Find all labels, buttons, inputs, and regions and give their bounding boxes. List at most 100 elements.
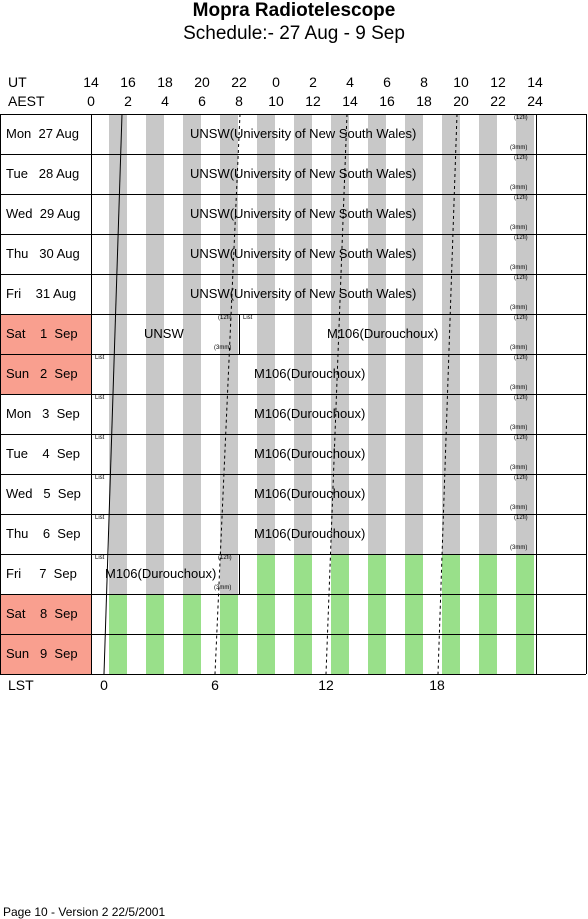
empty-cell: [92, 354, 102, 394]
project-m106: M106(Durouchoux): [254, 406, 366, 421]
empty-cell: [92, 594, 95, 634]
row-divider: [0, 194, 586, 195]
grey-band: [405, 194, 423, 234]
empty-cell: [92, 554, 96, 594]
grey-band: [368, 194, 386, 234]
grey-band: [516, 434, 534, 474]
grey-band: [516, 114, 534, 154]
list-tag: List: [95, 515, 105, 521]
grey-band: [257, 354, 275, 394]
aest-hour-label: 0: [87, 93, 95, 109]
green-band: [294, 554, 312, 594]
grey-band: [405, 114, 423, 154]
green-band: [220, 594, 238, 634]
grey-band: [257, 434, 275, 474]
aest-hour-label: 24: [527, 93, 543, 109]
ut-hour-label: 14: [83, 74, 99, 90]
grey-band: [109, 114, 127, 154]
green-band: [405, 554, 423, 594]
grey-band: [257, 474, 275, 514]
receiver-marker-bottom: (3mm): [510, 465, 528, 471]
empty-cell: [92, 474, 99, 514]
grey-band: [368, 234, 386, 274]
green-band: [479, 594, 497, 634]
project-unsw-full: UNSW(University of New South Wales): [190, 126, 417, 141]
grey-band: [368, 154, 386, 194]
ut-hour-label: 20: [194, 74, 210, 90]
day-label: Thu 30 Aug: [6, 246, 80, 261]
receiver-marker-bottom: (3mm): [214, 345, 232, 351]
project-m106: M106(Durouchoux): [254, 486, 366, 501]
ut-hour-label: 10: [453, 74, 469, 90]
grey-band: [109, 154, 127, 194]
project-m106: M106(Durouchoux): [327, 326, 439, 341]
ut-hour-label: 8: [420, 74, 428, 90]
receiver-marker-top: (12fi): [514, 235, 528, 241]
receiver-marker-top: (12fi): [514, 515, 528, 521]
lst-tick-label: 6: [211, 677, 219, 693]
grey-band: [479, 354, 497, 394]
receiver-marker-bottom: (3mm): [510, 545, 528, 551]
grey-band: [146, 514, 164, 554]
grey-band: [516, 474, 534, 514]
grey-band: [479, 394, 497, 434]
day-label: Sat 8 Sep: [0, 594, 91, 634]
ut-hour-label: 16: [120, 74, 136, 90]
grey-band: [183, 234, 201, 274]
grey-band: [405, 314, 423, 354]
time-end-line: [536, 114, 537, 674]
grey-band: [294, 154, 312, 194]
grey-band: [183, 354, 201, 394]
grey-band: [405, 354, 423, 394]
receiver-marker-top: (12fi): [218, 555, 232, 561]
lst-label: LST: [8, 677, 34, 693]
receiver-marker-bottom: (3mm): [510, 265, 528, 271]
green-band: [294, 634, 312, 674]
grey-band: [109, 354, 127, 394]
day-label: Fri 31 Aug: [6, 286, 77, 301]
list-tag: List: [95, 355, 105, 361]
grey-band: [257, 114, 275, 154]
aest-hour-label: 14: [342, 93, 358, 109]
grey-band: [183, 114, 201, 154]
page-subtitle: Schedule:- 27 Aug - 9 Sep: [183, 23, 405, 44]
receiver-marker-top: (12fi): [514, 355, 528, 361]
grey-band: [257, 154, 275, 194]
green-band: [257, 594, 275, 634]
green-band: [331, 634, 349, 674]
ut-hour-label: 0: [272, 74, 280, 90]
receiver-marker-bottom: (3mm): [510, 225, 528, 231]
ut-hour-label: 2: [309, 74, 317, 90]
grey-band: [368, 274, 386, 314]
aest-hour-label: 2: [124, 93, 132, 109]
green-band: [405, 594, 423, 634]
green-band: [368, 554, 386, 594]
cell-divider: [239, 314, 240, 354]
cell-divider: [239, 554, 240, 594]
grey-band: [183, 434, 201, 474]
grey-band: [146, 154, 164, 194]
day-label: Tue 4 Sep: [6, 446, 80, 461]
row-divider: [0, 394, 586, 395]
project-m106: M106(Durouchoux): [254, 526, 366, 541]
receiver-marker-bottom: (3mm): [510, 505, 528, 511]
green-band: [220, 634, 238, 674]
ut-hour-label: 4: [346, 74, 354, 90]
ut-hour-label: 6: [383, 74, 391, 90]
ut-label: UT: [8, 74, 27, 90]
row-divider: [0, 314, 586, 315]
grey-band: [220, 514, 238, 554]
page-title: Mopra Radiotelescope: [192, 0, 396, 21]
lst-tick-label: 12: [318, 677, 334, 693]
empty-cell: [92, 114, 108, 154]
grey-band: [183, 474, 201, 514]
grey-band: [442, 154, 460, 194]
grey-band: [516, 154, 534, 194]
grey-band: [405, 514, 423, 554]
receiver-marker-bottom: (3mm): [510, 385, 528, 391]
aest-hour-label: 10: [268, 93, 284, 109]
day-label: Sun 2 Sep: [0, 354, 91, 394]
green-band: [183, 594, 201, 634]
grey-band: [442, 314, 460, 354]
receiver-marker-bottom: (3mm): [510, 185, 528, 191]
